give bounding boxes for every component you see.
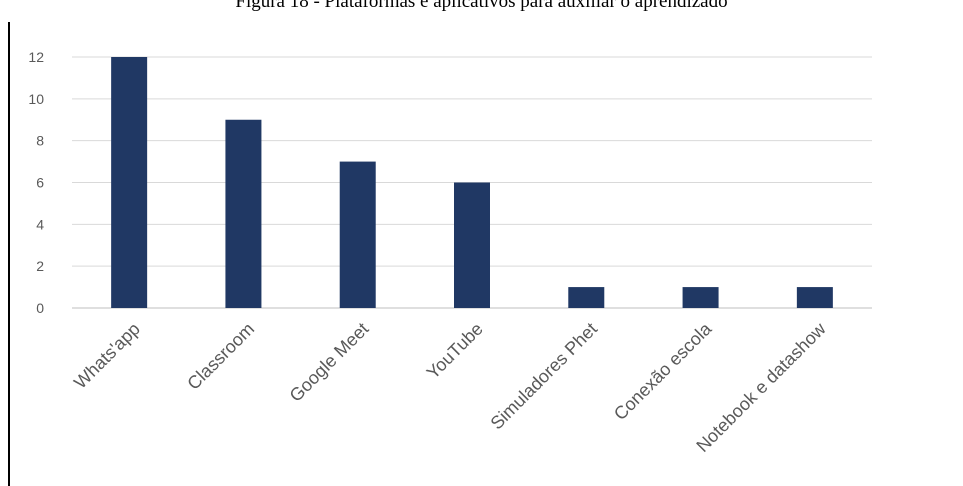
x-axis-labels: Whats'app Classroom Google Meet YouTube Simu… <box>70 318 830 456</box>
figure-caption: Figura 18 - Plataformas e aplicativos pa… <box>235 0 728 12</box>
bar <box>111 57 148 308</box>
x-category-label: YouTube <box>423 319 487 383</box>
bar <box>796 287 833 308</box>
bar <box>225 119 262 308</box>
y-tick-label: 12 <box>28 49 44 65</box>
y-tick-label: 0 <box>36 300 44 316</box>
x-category-label: Conexão escola <box>610 318 716 424</box>
bar <box>682 287 719 308</box>
x-category-label: Classroom <box>183 319 258 394</box>
bar <box>568 287 605 308</box>
x-category-label: Simuladores Phet <box>487 319 602 434</box>
bar <box>339 161 376 308</box>
bar <box>454 182 490 308</box>
y-tick-label: 4 <box>36 216 44 232</box>
x-category-label: Whats'app <box>70 319 144 393</box>
y-tick-label: 10 <box>28 91 44 107</box>
y-tick-label: 6 <box>36 175 44 191</box>
y-axis-ticks: 0 2 4 6 8 10 12 <box>28 49 44 316</box>
x-category-label: Google Meet <box>286 319 373 406</box>
bars <box>111 57 833 308</box>
y-tick-label: 2 <box>36 258 44 274</box>
x-category-label: Notebook e datashow <box>692 318 830 456</box>
y-tick-label: 8 <box>36 133 44 149</box>
frame-border-left <box>8 22 10 486</box>
